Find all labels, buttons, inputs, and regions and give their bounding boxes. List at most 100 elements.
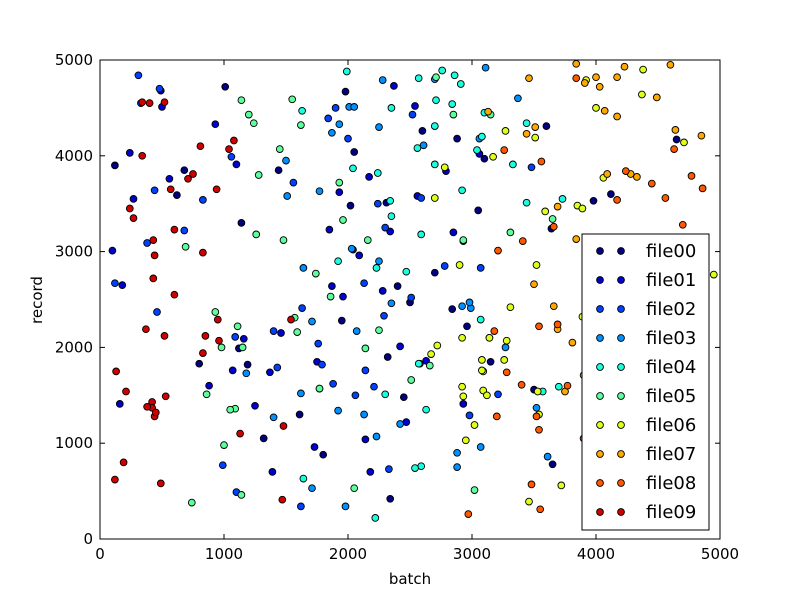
data-point	[251, 401, 259, 410]
data-point	[274, 166, 283, 175]
data-point	[297, 389, 305, 398]
data-point	[414, 359, 423, 368]
series-file05	[181, 73, 557, 507]
data-point	[427, 350, 435, 358]
data-point	[449, 228, 458, 237]
data-point	[297, 121, 305, 129]
data-point	[237, 96, 246, 105]
data-point	[687, 172, 696, 180]
data-point	[535, 425, 543, 434]
data-point	[335, 178, 344, 187]
data-point	[532, 412, 541, 421]
data-point	[279, 422, 288, 430]
data-point	[237, 491, 246, 499]
legend-entry-file03: file03	[596, 328, 696, 349]
data-point	[387, 212, 396, 221]
data-point	[480, 154, 489, 163]
data-point	[372, 264, 381, 272]
data-point	[308, 317, 316, 326]
data-point	[578, 204, 587, 213]
data-point	[517, 380, 526, 389]
data-point	[365, 173, 373, 181]
data-point	[155, 84, 164, 93]
data-point	[465, 411, 474, 420]
data-point	[375, 326, 383, 335]
data-point	[160, 98, 169, 107]
data-point	[239, 334, 248, 343]
data-point	[360, 279, 368, 288]
data-point	[145, 99, 154, 107]
x-tick-label: 1000	[205, 545, 243, 563]
data-point	[165, 174, 174, 183]
legend-entry-file04: file04	[596, 357, 696, 378]
data-point	[419, 141, 428, 150]
data-point	[187, 498, 196, 507]
data-point	[215, 336, 223, 345]
legend-entry-file02: file02	[596, 299, 696, 320]
series-file04	[298, 66, 603, 522]
data-point	[381, 390, 390, 399]
legend-marker	[617, 276, 625, 284]
data-point	[180, 226, 189, 235]
legend-marker	[596, 276, 604, 284]
data-point	[470, 421, 479, 429]
data-point	[315, 187, 324, 196]
series-file02	[111, 71, 536, 511]
data-point	[661, 194, 670, 202]
data-point	[638, 90, 646, 99]
legend-marker	[596, 508, 604, 516]
data-point	[314, 339, 323, 348]
data-point	[212, 185, 221, 194]
data-point	[393, 282, 402, 290]
data-point	[430, 268, 439, 277]
data-point	[254, 171, 263, 179]
data-point	[430, 194, 439, 202]
data-point	[299, 474, 308, 483]
legend-box	[581, 233, 710, 531]
data-point	[150, 186, 159, 195]
data-point	[458, 302, 466, 311]
data-point	[522, 129, 531, 138]
data-point	[111, 279, 119, 288]
data-point	[458, 186, 466, 195]
data-point	[138, 151, 147, 160]
data-point	[380, 311, 388, 320]
data-point	[310, 443, 319, 451]
legend-entry-file00: file00	[596, 241, 696, 262]
data-point	[298, 106, 306, 115]
data-point	[525, 74, 533, 83]
data-point	[142, 325, 150, 334]
data-point	[387, 299, 396, 308]
data-point	[595, 82, 604, 91]
data-point	[196, 142, 205, 151]
y-tick-label: 2000	[55, 338, 93, 356]
data-point	[335, 188, 344, 197]
data-point	[502, 336, 511, 345]
data-point	[418, 127, 427, 135]
data-point	[396, 342, 404, 351]
legend-marker	[617, 450, 625, 458]
data-point	[386, 227, 395, 236]
y-tick-label: 4000	[55, 147, 93, 165]
data-point	[440, 262, 449, 270]
data-point	[166, 185, 175, 194]
data-point	[527, 163, 536, 172]
data-point	[334, 406, 342, 415]
data-point	[417, 462, 426, 471]
data-point	[483, 391, 491, 400]
data-point	[698, 184, 707, 193]
data-point	[535, 322, 543, 331]
data-point	[173, 191, 181, 199]
data-point	[603, 170, 612, 178]
data-point	[337, 316, 346, 325]
data-point	[456, 80, 465, 88]
data-point	[522, 119, 531, 128]
legend-marker	[596, 247, 604, 255]
data-point	[195, 359, 204, 368]
data-point	[549, 302, 558, 311]
data-point	[227, 152, 236, 161]
data-point	[156, 479, 165, 488]
data-point	[361, 366, 370, 375]
data-point	[501, 127, 510, 135]
data-point	[492, 412, 501, 421]
